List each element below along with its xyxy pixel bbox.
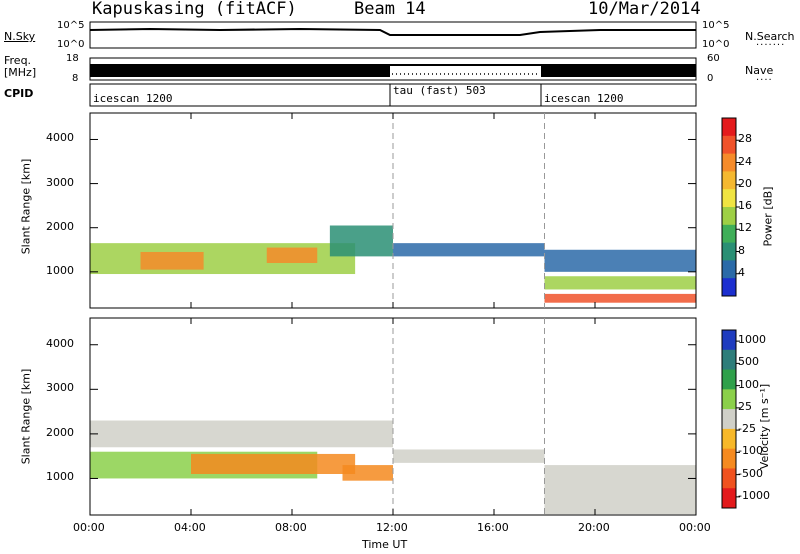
power-colorbar-segment	[722, 260, 736, 279]
power-band	[329, 225, 393, 257]
velocity-colorbar-tick-label: 25	[738, 399, 752, 413]
cpid-segment-label: icescan 1200	[93, 92, 173, 105]
nave-dots: ····	[756, 75, 773, 86]
station-title: Kapuskasing (fitACF)	[92, 0, 297, 19]
velocity-colorbar-segment	[722, 389, 736, 410]
power-band	[140, 251, 204, 270]
cpid-label: CPID	[4, 87, 34, 100]
xaxis-label: Time UT	[362, 538, 408, 551]
velocity-band	[90, 420, 393, 448]
velocity-colorbar-segment	[722, 369, 736, 390]
power-colorbar-segment	[722, 135, 736, 155]
power-colorbar-label: Power [dB]	[761, 186, 775, 247]
xtick-label: 04:00	[174, 521, 206, 534]
velocity-colorbar-tick-label: -1000	[738, 488, 770, 502]
nsky-left-tick: 10^0	[57, 39, 85, 50]
power-colorbar-segment	[722, 189, 736, 208]
date-title: 10/Mar/2014	[588, 0, 701, 19]
velocity-ytick-label: 4000	[46, 336, 74, 350]
cpid-segment-label: tau (fast) 503	[393, 84, 486, 97]
freq-band	[90, 64, 390, 77]
nsky-right-tick: 10^0	[702, 39, 730, 50]
velocity-colorbar-frame	[721, 329, 737, 509]
freq-band	[390, 64, 541, 66]
power-ytick-label: 4000	[46, 131, 74, 145]
power-colorbar-segment	[722, 242, 736, 261]
power-colorbar-tick-label: 16	[738, 199, 752, 212]
nsky-trace	[89, 27, 696, 36]
velocity-ylabel: Slant Range [km]	[19, 368, 33, 465]
cpid-segment-label: icescan 1200	[544, 92, 624, 105]
nsky-panel-frame	[89, 21, 697, 49]
velocity-colorbar-tick-label: -25	[738, 422, 756, 436]
power-colorbar-tick-label: 4	[738, 265, 745, 279]
velocity-band	[393, 449, 545, 463]
xtick-label: 08:00	[275, 521, 307, 534]
freq-left-tick: 8	[72, 73, 79, 84]
freq-band	[541, 64, 696, 77]
velocity-ytick-label: 1000	[46, 470, 74, 484]
velocity-colorbar-segment	[722, 488, 736, 509]
nsky-right-tick: 10^5	[702, 20, 730, 31]
power-band	[544, 276, 696, 290]
velocity-colorbar-tick-label: -500	[738, 466, 763, 480]
power-colorbar-segment	[722, 207, 736, 226]
velocity-colorbar-segment	[722, 330, 736, 351]
power-colorbar-segment	[722, 153, 736, 172]
velocity-ytick-label: 2000	[46, 425, 74, 439]
nsearch-dots: ·······	[756, 40, 786, 51]
velocity-band	[544, 465, 696, 515]
power-colorbar-tick-label: 20	[738, 176, 752, 190]
xtick-label: 12:00	[376, 521, 408, 534]
power-colorbar-tick-label: 12	[738, 221, 752, 235]
velocity-colorbar-segment	[722, 428, 736, 450]
xtick-label: 00:00	[679, 521, 711, 534]
freq-label-2: [MHz]	[4, 66, 37, 79]
power-colorbar-tick-label: 24	[738, 154, 752, 168]
freq-label-1: Freq.	[4, 54, 32, 67]
freq-left-tick: 18	[66, 53, 79, 64]
nave-right-tick: 60	[707, 53, 720, 64]
power-colorbar-segment	[722, 118, 736, 137]
velocity-band	[191, 453, 356, 474]
power-ytick-label: 2000	[46, 219, 74, 233]
nave-label: Nave	[745, 64, 774, 77]
nave-right-tick: 0	[707, 73, 714, 84]
velocity-colorbar-tick-label: 1000	[738, 333, 766, 347]
power-colorbar-tick-label: 28	[738, 132, 752, 146]
nsearch-label: N.Search	[745, 30, 795, 43]
power-ytick-label: 1000	[46, 263, 74, 277]
cpid-panel-frame	[89, 83, 697, 107]
velocity-colorbar-segment	[722, 409, 736, 430]
power-colorbar-tick-label: 8	[738, 243, 745, 257]
power-band	[544, 249, 696, 272]
velocity-colorbar-tick-label: 500	[738, 355, 759, 369]
velocity-ytick-label: 3000	[46, 381, 74, 395]
power-colorbar-segment	[722, 278, 736, 297]
xtick-label: 00:00	[73, 521, 105, 534]
power-ylabel: Slant Range [km]	[19, 158, 33, 255]
xtick-label: 20:00	[578, 521, 610, 534]
power-band	[393, 243, 545, 257]
xtick-label: 16:00	[477, 521, 509, 534]
velocity-colorbar-segment	[722, 468, 736, 489]
velocity-band	[342, 465, 393, 481]
power-band	[544, 293, 696, 303]
velocity-colorbar-tick-label: -100	[738, 444, 763, 458]
velocity-colorbar-segment	[722, 448, 736, 469]
power-colorbar-segment	[722, 171, 736, 190]
power-band	[266, 247, 318, 263]
velocity-colorbar-tick-label: 100	[738, 377, 759, 391]
power-colorbar-segment	[722, 224, 736, 244]
power-ytick-label: 3000	[46, 175, 74, 189]
velocity-colorbar-segment	[722, 349, 736, 371]
beam-title: Beam 14	[354, 0, 426, 19]
nsky-left-tick: 10^5	[57, 20, 85, 31]
nsky-label: N.Sky	[4, 30, 36, 43]
